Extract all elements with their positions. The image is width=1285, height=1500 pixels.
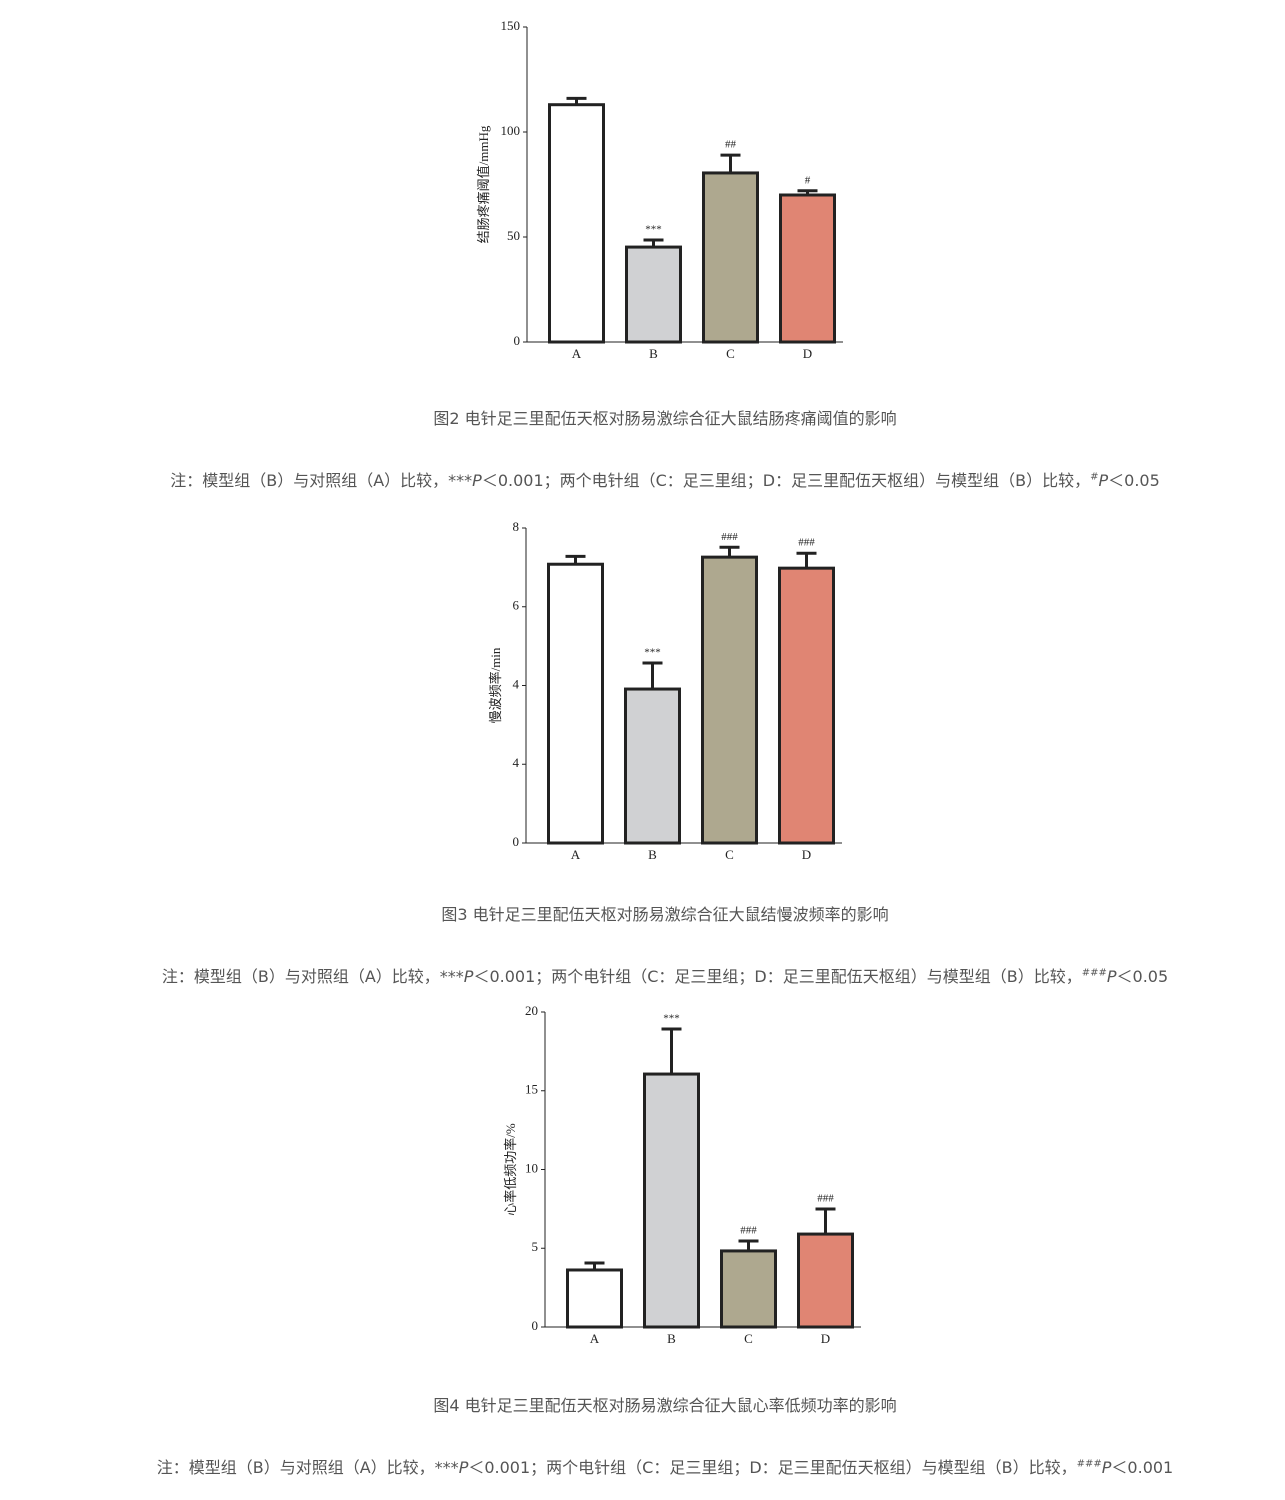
y-tick-label: 15 (525, 1082, 538, 1097)
bar (779, 193, 836, 344)
x-tick-label: D (802, 847, 811, 862)
bar (547, 562, 604, 845)
note: 注：模型组（B）与对照组（A）比较，***P＜0.001；两个电针组（C：足三里… (0, 467, 1285, 491)
y-tick-label: 50 (507, 228, 520, 243)
significance-label: # (805, 174, 811, 186)
note-part: 注：模型组（B）与对照组（A）比较，*** (170, 471, 473, 490)
note-part: ＜0.05 (1108, 471, 1160, 490)
x-tick-label: A (572, 346, 582, 361)
y-tick-label: 100 (501, 123, 521, 138)
y-axis-label: 心率低频功率/% (503, 1123, 518, 1216)
bar (624, 687, 681, 845)
y-tick-label: 4 (513, 676, 520, 691)
bar (643, 1072, 700, 1329)
note-part: ### (1081, 967, 1107, 979)
caption: 图4 电针足三里配伍天枢对肠易激综合征大鼠心率低频功率的影响 (433, 1396, 897, 1415)
x-tick-label: C (726, 346, 735, 361)
y-tick-label: 0 (532, 1318, 539, 1333)
bar (797, 1232, 854, 1329)
note-part: P (1098, 471, 1109, 490)
note: 注：模型组（B）与对照组（A）比较，***P＜0.001；两个电针组（C：足三里… (0, 963, 1285, 987)
bar (778, 566, 835, 845)
x-tick-label: B (648, 847, 657, 862)
significance-label: ### (817, 1193, 834, 1205)
x-tick-label: C (725, 847, 734, 862)
y-tick-label: 0 (513, 834, 520, 849)
significance-label: *** (663, 1013, 680, 1025)
significance-label: *** (645, 223, 662, 235)
x-tick-label: B (649, 346, 658, 361)
x-tick-label: D (821, 1331, 830, 1346)
caption: 图3 电针足三里配伍天枢对肠易激综合征大鼠结慢波频率的影响 (441, 905, 889, 924)
note-part: # (1090, 471, 1099, 483)
x-tick-label: A (590, 1331, 600, 1346)
note-part: ＜0.05 (1116, 967, 1169, 986)
significance-label: ## (725, 139, 737, 151)
bar (625, 245, 682, 344)
x-tick-label: D (803, 346, 812, 361)
y-axis-label: 慢波频率/min (488, 647, 503, 723)
bar (548, 103, 605, 344)
note-part: P (472, 471, 482, 490)
note-part: P (463, 967, 474, 986)
y-tick-label: 5 (532, 1239, 539, 1254)
caption: 图2 电针足三里配伍天枢对肠易激综合征大鼠结肠疼痛阈值的影响 (433, 409, 897, 428)
y-tick-label: 20 (525, 1003, 538, 1018)
note-part: P (458, 1458, 469, 1477)
significance-label: ### (740, 1225, 757, 1237)
x-tick-label: C (744, 1331, 753, 1346)
y-tick-label: 8 (513, 519, 520, 534)
y-tick-label: 150 (501, 18, 521, 33)
note-part: ＜0.001；两个电针组（C：足三里组；D：足三里配伍天枢组）与模型组（B）比较… (473, 967, 1082, 986)
y-tick-label: 6 (513, 598, 520, 613)
x-tick-label: B (667, 1331, 676, 1346)
note-part: ＜0.001 (1111, 1458, 1174, 1477)
bar (702, 171, 759, 344)
bar (720, 1249, 777, 1329)
note-part: ＜0.001；两个电针组（C：足三里组；D：足三里配伍天枢组）与模型组（B）比较… (468, 1458, 1077, 1477)
note-part: ### (1076, 1458, 1102, 1470)
note-part: P (1106, 967, 1117, 986)
y-tick-label: 10 (525, 1160, 538, 1175)
x-tick-label: A (571, 847, 581, 862)
bar (566, 1268, 623, 1329)
note-part: ＜0.001；两个电针组（C：足三里组；D：足三里配伍天枢组）与模型组（B）比较… (481, 471, 1091, 490)
significance-label: *** (644, 647, 661, 659)
y-axis-label: 结肠疼痛阈值/mmHg (476, 125, 491, 243)
note-part: P (1101, 1458, 1112, 1477)
significance-label: ### (798, 537, 815, 549)
significance-label: ### (721, 531, 738, 543)
bar (701, 555, 758, 845)
note: 注：模型组（B）与对照组（A）比较，***P＜0.001；两个电针组（C：足三里… (0, 1454, 1285, 1478)
y-tick-label: 0 (514, 333, 521, 348)
y-tick-label: 4 (513, 755, 520, 770)
note-part: 注：模型组（B）与对照组（A）比较，*** (161, 967, 464, 986)
note-part: 注：模型组（B）与对照组（A）比较，*** (156, 1458, 459, 1477)
